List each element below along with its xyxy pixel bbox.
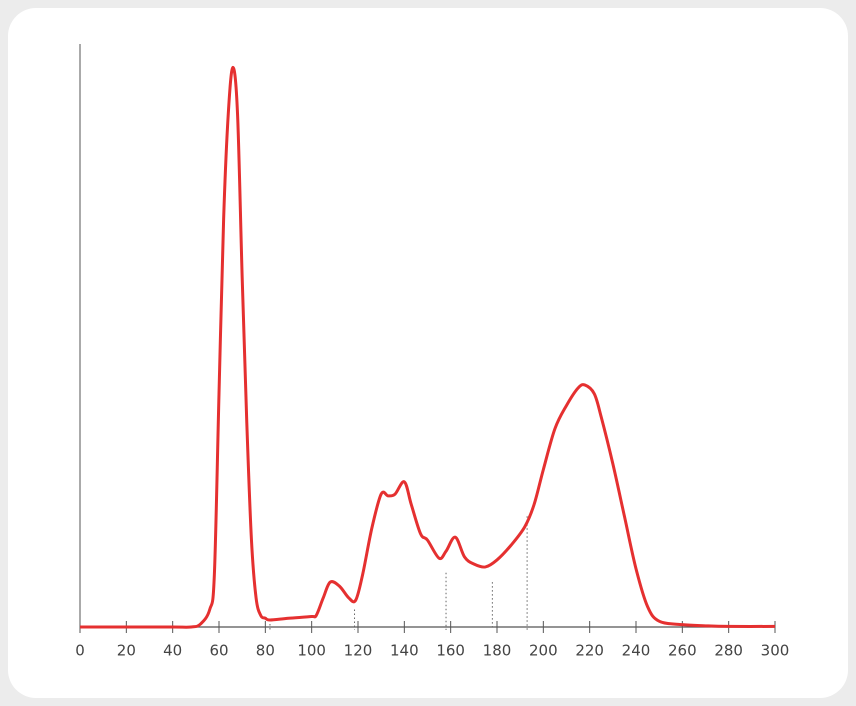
x-tick-label: 120	[344, 642, 373, 660]
x-tick-label: 300	[761, 642, 790, 660]
x-tick-label: 40	[163, 642, 182, 660]
x-tick-label: 80	[256, 642, 275, 660]
x-tick-label: 20	[117, 642, 136, 660]
x-tick-label: 220	[575, 642, 604, 660]
x-tick-label: 240	[622, 642, 651, 660]
x-tick-label: 60	[209, 642, 228, 660]
card	[8, 8, 848, 698]
x-tick-label: 260	[668, 642, 697, 660]
x-tick-label: 280	[714, 642, 743, 660]
x-tick-label: 180	[483, 642, 512, 660]
x-tick-label: 140	[390, 642, 419, 660]
line	[80, 65, 776, 629]
x-tick-label: 160	[436, 642, 465, 660]
x-tick-label: 200	[529, 642, 558, 660]
x-tick-label: 0	[75, 642, 85, 660]
x-tick-label: 100	[297, 642, 326, 660]
